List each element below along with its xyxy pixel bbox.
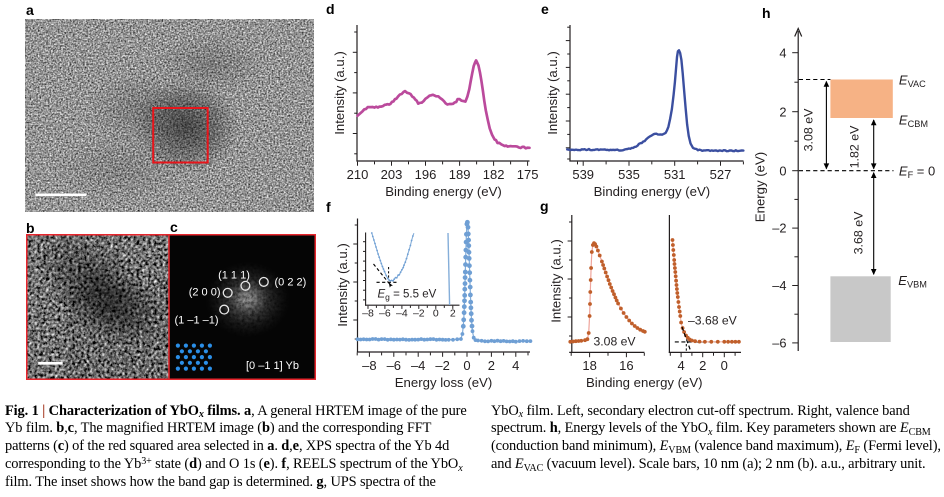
- svg-text:196: 196: [415, 167, 437, 182]
- svg-text:182: 182: [483, 167, 505, 182]
- svg-text:Intensity (a.u.): Intensity (a.u.): [549, 239, 564, 323]
- svg-text:[0 –1 1] Yb: [0 –1 1] Yb: [246, 360, 299, 372]
- svg-text:18: 18: [582, 358, 596, 373]
- svg-text:4: 4: [677, 358, 684, 373]
- svg-text:4: 4: [512, 358, 519, 373]
- svg-text:–3.68 eV: –3.68 eV: [688, 314, 738, 328]
- svg-text:175: 175: [517, 167, 539, 182]
- svg-text:2: 2: [779, 104, 786, 119]
- svg-text:3.08 eV: 3.08 eV: [801, 108, 815, 151]
- svg-text:(2 0 0): (2 0 0): [188, 286, 220, 298]
- svg-text:203: 203: [381, 167, 403, 182]
- svg-text:189: 189: [449, 167, 471, 182]
- svg-text:(1 1 1): (1 1 1): [218, 269, 250, 281]
- svg-text:Binding energy (eV): Binding energy (eV): [385, 184, 502, 199]
- svg-text:Binding energy (eV): Binding energy (eV): [594, 184, 711, 199]
- svg-text:527: 527: [710, 167, 732, 182]
- svg-text:EVAC: EVAC: [899, 73, 926, 90]
- svg-text:(1 –1 –1): (1 –1 –1): [174, 314, 218, 326]
- svg-text:210: 210: [347, 167, 369, 182]
- svg-text:2: 2: [488, 358, 495, 373]
- svg-text:535: 535: [618, 167, 640, 182]
- svg-text:2: 2: [450, 308, 456, 320]
- svg-text:Intensity (a.u.): Intensity (a.u.): [332, 51, 347, 135]
- svg-text:1.82 eV: 1.82 eV: [848, 125, 862, 168]
- svg-text:–2: –2: [413, 308, 425, 320]
- svg-text:–2: –2: [772, 221, 786, 236]
- svg-text:539: 539: [572, 167, 594, 182]
- svg-text:(0 2 2): (0 2 2): [274, 276, 306, 288]
- svg-text:–6: –6: [772, 336, 786, 351]
- svg-text:–4: –4: [396, 308, 408, 320]
- svg-text:Energy loss (eV): Energy loss (eV): [395, 375, 492, 390]
- svg-text:16: 16: [619, 358, 633, 373]
- svg-text:EVBM: EVBM: [898, 273, 927, 290]
- svg-text:–4: –4: [772, 278, 786, 293]
- svg-text:0: 0: [463, 358, 470, 373]
- svg-text:Energy (eV): Energy (eV): [753, 152, 768, 222]
- svg-text:–6: –6: [379, 308, 391, 320]
- svg-text:–6: –6: [387, 358, 401, 373]
- svg-text:0: 0: [433, 308, 439, 320]
- svg-text:3.68 eV: 3.68 eV: [851, 211, 865, 254]
- svg-text:2: 2: [699, 358, 706, 373]
- svg-text:531: 531: [664, 167, 686, 182]
- svg-text:EF = 0: EF = 0: [899, 163, 935, 180]
- svg-text:Eg = 5.5 eV: Eg = 5.5 eV: [378, 289, 437, 303]
- svg-text:0: 0: [779, 163, 786, 178]
- svg-text:ECBM: ECBM: [899, 113, 928, 130]
- svg-text:–2: –2: [435, 358, 449, 373]
- svg-text:Binding energy (eV): Binding energy (eV): [586, 375, 703, 390]
- svg-text:–8: –8: [362, 308, 374, 320]
- svg-text:Intensity (a.u.): Intensity (a.u.): [545, 51, 560, 135]
- svg-text:–4: –4: [411, 358, 425, 373]
- svg-text:4: 4: [779, 45, 786, 60]
- svg-text:–8: –8: [362, 358, 376, 373]
- svg-text:Intensity (a.u.): Intensity (a.u.): [335, 243, 350, 327]
- svg-text:0: 0: [721, 358, 728, 373]
- svg-text:3.08 eV: 3.08 eV: [594, 335, 637, 349]
